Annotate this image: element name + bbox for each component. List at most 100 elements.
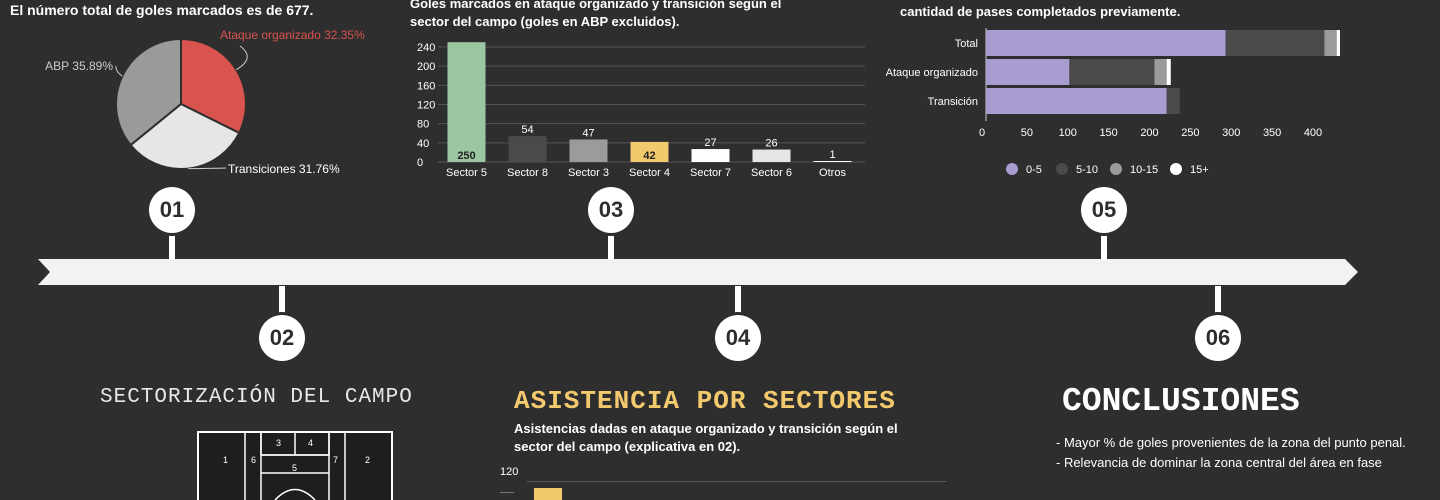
field-label-5: 5 <box>292 463 297 473</box>
pie-label-1: Ataque organizado 32.35% <box>220 28 365 42</box>
hbar-xtick-250: 250 <box>1181 127 1199 139</box>
bar-category-4: Sector 4 <box>629 167 670 179</box>
bar-category-6: Sector 6 <box>751 167 792 179</box>
timeline-marker-01[interactable]: 01 <box>149 187 195 233</box>
bar-ytick-120: 120 <box>417 100 435 112</box>
timeline-marker-03[interactable]: 03 <box>588 187 634 233</box>
field-label-4: 4 <box>308 438 313 448</box>
bar-ytick-0: 0 <box>417 157 423 169</box>
field-title: SECTORIZACIÓN DEL CAMPO <box>100 386 413 409</box>
timeline-marker-05[interactable]: 05 <box>1081 187 1127 233</box>
field-diagram: 1 6 3 4 7 2 5 <box>197 431 393 500</box>
hbar-segment-1-3 <box>1324 30 1337 56</box>
hbar-xtick-350: 350 <box>1263 127 1281 139</box>
field-arc <box>274 488 316 500</box>
timeline-marker-02[interactable]: 02 <box>259 315 305 361</box>
bar-4 <box>630 141 669 162</box>
bar-value-2: 54 <box>521 124 533 136</box>
bar-ytick-80: 80 <box>417 119 429 131</box>
hbar-legend-dot-4 <box>1170 163 1182 175</box>
hbar-xtick-150: 150 <box>1099 127 1117 139</box>
assist-bar-first <box>534 488 562 500</box>
hbar-segment-1-2 <box>1225 30 1325 56</box>
timeline-stem-06 <box>1215 286 1221 322</box>
hbar-xtick-400: 400 <box>1304 127 1322 139</box>
assist-axis-top: 120 <box>500 466 519 478</box>
field-label-6: 6 <box>251 455 256 465</box>
hbar-xtick-100: 100 <box>1059 127 1077 139</box>
hbar-segment-2-2 <box>1069 59 1155 85</box>
hbar-xtick-50: 50 <box>1021 127 1033 139</box>
hbar-legend-label-2: 5-10 <box>1076 164 1098 176</box>
field-label-3: 3 <box>276 438 281 448</box>
bar-1 <box>447 42 486 163</box>
bar-ytick-160: 160 <box>417 80 435 92</box>
assist-caption-line2: sector del campo (explicativa en 02). <box>514 439 741 454</box>
pie-leader-2 <box>188 167 227 170</box>
field-label-7: 7 <box>333 455 338 465</box>
hbar-xtick-0: 0 <box>979 127 985 139</box>
bar-caption-line2: sector del campo (goles en ABP excluidos… <box>410 14 680 29</box>
assist-gridline <box>527 481 947 482</box>
hbar-legend-label-3: 10-15 <box>1130 164 1158 176</box>
hbar-caption: cantidad de pases completados previament… <box>900 4 1181 19</box>
bar-category-7: Otros <box>819 167 846 179</box>
hbar-legend-dot-1 <box>1006 163 1018 175</box>
timeline-arrow <box>38 259 1358 285</box>
hbar-segment-3-1 <box>986 88 1167 114</box>
assist-title: ASISTENCIA POR SECTORES <box>514 386 896 416</box>
hbar-xtick-300: 300 <box>1222 127 1240 139</box>
timeline-stem-03 <box>608 226 614 260</box>
assist-caption-line1: Asistencias dadas en ataque organizado y… <box>514 421 898 436</box>
bar-ytick-200: 200 <box>417 61 435 73</box>
bar-6 <box>752 149 791 162</box>
timeline-stem-05 <box>1101 226 1107 260</box>
hbar-segment-2-3 <box>1154 59 1167 85</box>
pie-label-3: ABP 35.89% <box>45 59 113 73</box>
hbar-segment-1-4 <box>1336 30 1340 56</box>
bar-value-1: 250 <box>457 150 475 162</box>
pie-slice-2 <box>129 102 241 170</box>
bar-value-6: 26 <box>765 138 777 150</box>
hbar-legend-dot-2 <box>1056 163 1068 175</box>
bar-7 <box>813 161 852 162</box>
hbar-legend-dot-3 <box>1110 163 1122 175</box>
bar-caption-line1: Goles marcados en ataque organizado y tr… <box>410 0 782 11</box>
bar-ytick-240: 240 <box>417 42 435 54</box>
hbar-segment-2-1 <box>986 59 1070 85</box>
pie-leader-1 <box>236 45 248 71</box>
pie-caption: El número total de goles marcados es de … <box>10 2 314 18</box>
bar-category-5: Sector 7 <box>690 167 731 179</box>
hbar-category-1: Total <box>955 38 978 50</box>
hbar-category-2: Ataque organizado <box>886 67 978 79</box>
bar-value-3: 47 <box>582 127 594 139</box>
timeline-stem-02 <box>279 286 285 322</box>
bar-category-1: Sector 5 <box>446 167 487 179</box>
bar-3 <box>569 139 608 162</box>
hbar-xtick-200: 200 <box>1140 127 1158 139</box>
bar-category-3: Sector 3 <box>568 167 609 179</box>
pie-chart: Ataque organizado 32.35% Transiciones 31.… <box>45 28 365 176</box>
bar-ytick-40: 40 <box>417 138 429 150</box>
field-label-2: 2 <box>365 455 370 465</box>
timeline-stem-01 <box>169 226 175 260</box>
hbar-category-3: Transición <box>928 96 978 108</box>
timeline-marker-06[interactable]: 06 <box>1195 315 1241 361</box>
bar-value-7: 1 <box>829 149 835 161</box>
bar-category-2: Sector 8 <box>507 167 548 179</box>
conclusion-item-1: - Mayor % de goles provenientes de la zo… <box>1056 435 1406 450</box>
field-label-1: 1 <box>223 455 228 465</box>
assist-axis-stub <box>500 492 514 493</box>
hbar-legend-label-4: 15+ <box>1190 164 1209 176</box>
conclusions-list: - Mayor % de goles provenientes de la zo… <box>1056 433 1436 473</box>
hbar-segment-1-1 <box>986 30 1226 56</box>
bar-value-4: 42 <box>643 150 655 162</box>
timeline-stem-04 <box>735 286 741 322</box>
bar-2 <box>508 136 547 162</box>
conclusion-item-2: - Relevancia de dominar la zona central … <box>1056 455 1382 470</box>
bar-5 <box>691 149 730 162</box>
timeline-marker-04[interactable]: 04 <box>715 315 761 361</box>
pie-label-2: Transiciones 31.76% <box>228 162 340 176</box>
hbar-segment-3-2 <box>1166 88 1180 114</box>
pie-slice-1 <box>180 37 247 135</box>
